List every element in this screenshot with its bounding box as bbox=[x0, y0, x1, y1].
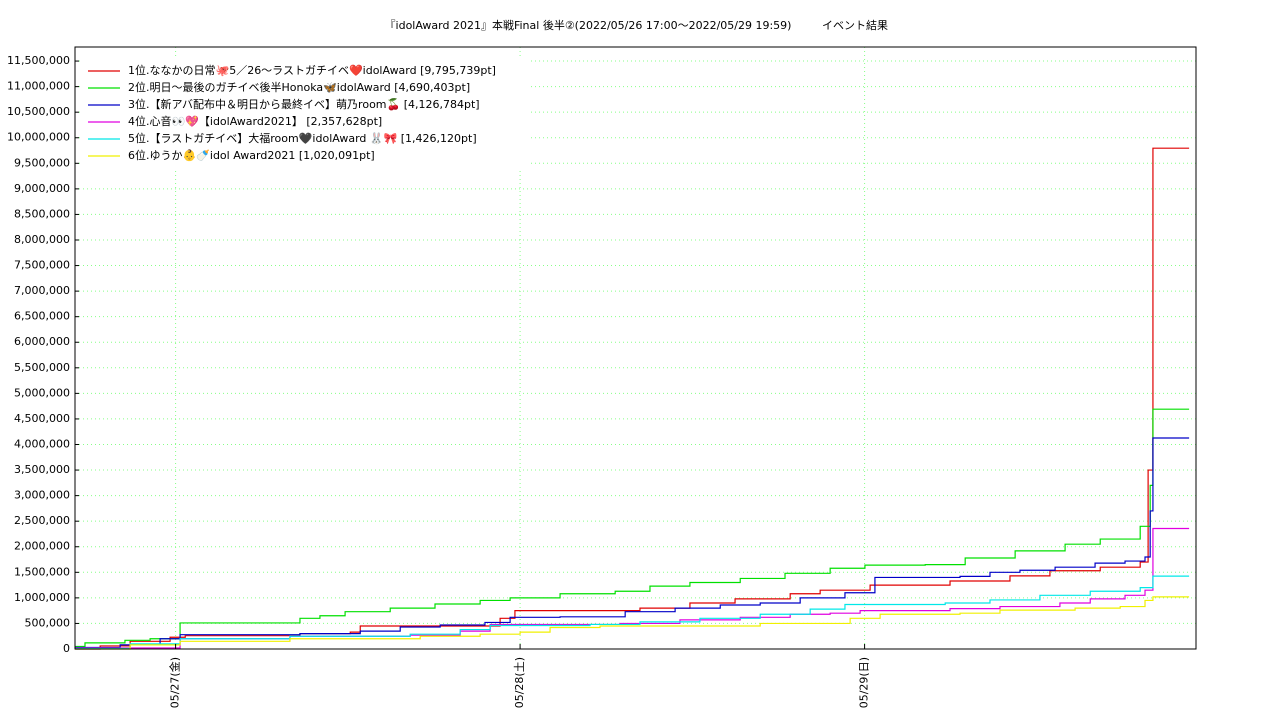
y-tick-label: 10,500,000 bbox=[7, 105, 70, 118]
legend-label: 5位.【ラストガチイベ】大福room🖤idolAward 🐰🎀 [1,426,1… bbox=[128, 131, 477, 145]
legend-label: 2位.明日〜最後のガチイベ後半Honoka🦋idolAward [4,690,4… bbox=[128, 80, 470, 94]
y-tick-label: 7,500,000 bbox=[14, 259, 70, 272]
y-tick-label: 4,000,000 bbox=[14, 437, 70, 450]
y-tick-label: 10,000,000 bbox=[7, 131, 70, 144]
x-tick-label: 05/27(金) bbox=[168, 657, 182, 708]
legend-label: 4位.心音👀💖【idolAward2021】 [2,357,628pt] bbox=[128, 114, 382, 128]
axes: 0 500,000 1,000,000 1,500,000 2,000,000 2,500… bbox=[7, 54, 871, 708]
y-tick-label: 8,500,000 bbox=[14, 207, 70, 220]
y-tick-label: 5,500,000 bbox=[14, 361, 70, 374]
plot-frame bbox=[74, 46, 1197, 650]
y-tick-label: 1,500,000 bbox=[14, 565, 70, 578]
legend-label: 6位.ゆうか👶🍼idol Award2021 [1,020,091pt] bbox=[128, 148, 375, 162]
y-tick-label: 7,000,000 bbox=[14, 284, 70, 297]
y-tick-label: 4,500,000 bbox=[14, 412, 70, 425]
legend-box bbox=[83, 57, 531, 169]
x-tick-label: 05/29(日) bbox=[858, 657, 871, 708]
series-line bbox=[75, 596, 1190, 650]
legend-label: 1位.ななかの日常🐙5／26〜ラストガチイベ❤️idolAward [9,795… bbox=[128, 63, 496, 77]
series-line bbox=[75, 575, 1190, 650]
series-line bbox=[75, 437, 1190, 649]
chart-title: 『idolAward 2021』本戦Final 後半②(2022/05/26 1… bbox=[385, 18, 792, 32]
y-tick-label: 3,000,000 bbox=[14, 489, 70, 502]
series-line bbox=[75, 408, 1190, 648]
y-tick-label: 2,000,000 bbox=[14, 540, 70, 553]
plot-lines bbox=[75, 147, 1190, 650]
y-tick-label: 6,000,000 bbox=[14, 335, 70, 348]
y-tick-label: 8,000,000 bbox=[14, 233, 70, 246]
legend-label: 3位.【新アバ配布中＆明日から最終イベ】萌乃room🍒 [4,126,784pt… bbox=[128, 97, 480, 111]
y-tick-label: 3,500,000 bbox=[14, 463, 70, 476]
x-tick-label: 05/28(土) bbox=[513, 657, 526, 708]
y-tick-label: 5,000,000 bbox=[14, 386, 70, 399]
y-tick-label: 11,000,000 bbox=[7, 80, 70, 93]
y-tick-label: 9,000,000 bbox=[14, 182, 70, 195]
y-tick-label: 0 bbox=[63, 642, 70, 655]
y-tick-label: 2,500,000 bbox=[14, 514, 70, 527]
y-tick-label: 1,000,000 bbox=[14, 591, 70, 604]
y-tick-label: 500,000 bbox=[25, 616, 71, 629]
y-tick-label: 11,500,000 bbox=[7, 54, 70, 67]
series-line bbox=[75, 147, 1190, 650]
legend: 1位.ななかの日常🐙5／26〜ラストガチイベ❤️idolAward [9,795… bbox=[83, 57, 531, 169]
y-tick-label: 6,500,000 bbox=[14, 310, 70, 323]
y-tick-label: 9,500,000 bbox=[14, 156, 70, 169]
chart-subtitle: イベント結果 bbox=[822, 18, 888, 32]
